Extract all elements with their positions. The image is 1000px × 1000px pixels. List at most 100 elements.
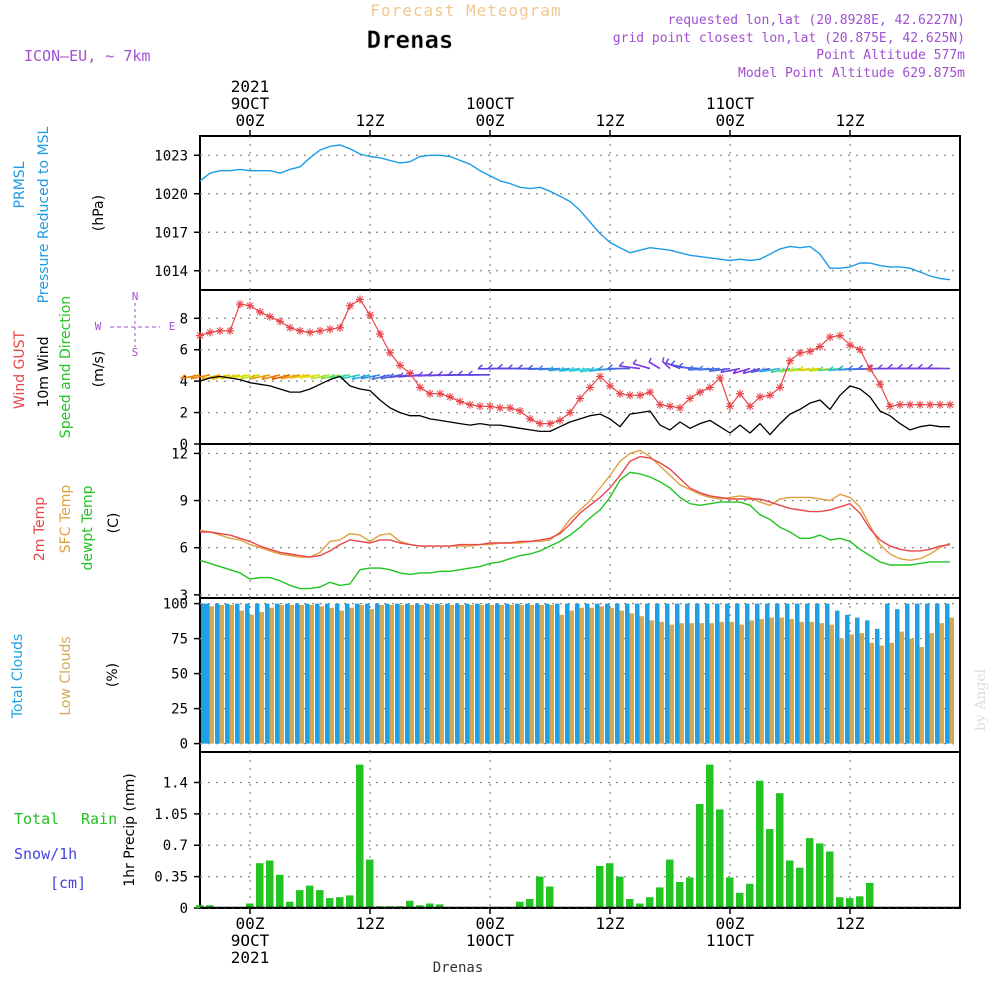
point-altitude: Point Altitude 577m [816, 48, 965, 63]
wind-barb-flag [477, 364, 483, 370]
label-total: Total [14, 810, 59, 828]
low-cloud-bar [799, 621, 804, 744]
total-cloud-bar [765, 603, 770, 744]
total-cloud-bar [295, 603, 300, 744]
gust-marker-d2 [926, 401, 934, 409]
gust-marker [436, 389, 444, 398]
total-cloud-bar [405, 603, 410, 744]
wind-barb-shaft [698, 367, 721, 371]
gust-marker [286, 323, 294, 332]
wind-barb [261, 374, 281, 381]
ytick-label: 6 [180, 343, 188, 359]
wind-barb-flag [329, 373, 335, 379]
wind-barb-shaft [538, 367, 561, 371]
ytick-label: 6 [180, 541, 188, 557]
wind-barb-flag [537, 365, 544, 371]
gust-marker [406, 369, 414, 378]
xtick-label-top: 00Z [236, 111, 265, 130]
low-cloud-bar [499, 605, 504, 744]
gust-marker-d2 [786, 357, 794, 365]
xtick-label-bottom: 12Z [356, 914, 385, 933]
gust-marker-d2 [766, 391, 774, 399]
wind-barb [240, 374, 261, 380]
gust-marker [906, 400, 914, 409]
gust-marker-d2 [476, 402, 484, 410]
low-cloud-bar [899, 631, 904, 744]
low-cloud-bar [689, 623, 694, 744]
wind-barb-shaft [310, 374, 331, 380]
low-cloud-bar [919, 647, 924, 744]
clouds-panel: 0 25 50 75 100 [163, 597, 961, 753]
xtick-label-bottom: 10OCT [466, 931, 515, 950]
label-1hr-precip: 1hr Precip (mm) [122, 773, 138, 886]
gust-marker-d2 [916, 401, 924, 409]
gust-marker [546, 419, 554, 428]
gust-marker-d2 [516, 407, 524, 415]
wind-panel: 0 2 4 6 8 N S W E [95, 289, 961, 453]
low-cloud-bar [709, 623, 714, 744]
gust-marker [866, 364, 874, 373]
label-speed-direction: Speed and Direction [58, 296, 74, 438]
gust-marker-d2 [946, 401, 954, 409]
gust-marker [476, 402, 484, 411]
wind-barb-shaft [201, 374, 221, 381]
total-cloud-bar [545, 603, 550, 744]
total-cloud-bar [575, 603, 580, 744]
label-low-clouds: Low Clouds [58, 636, 74, 715]
wind-barb-shaft [798, 367, 821, 372]
wind-barb-flag [351, 374, 357, 380]
gust-marker [696, 388, 704, 397]
gust-marker-d2 [886, 402, 894, 410]
ytick-label: 1020 [154, 187, 188, 203]
gust-marker [586, 383, 594, 392]
gust-marker [396, 361, 404, 370]
wind-barb-flag [759, 367, 765, 373]
total-cloud-bar [485, 603, 490, 744]
wind-barb [618, 361, 641, 370]
total-cloud-bar [775, 603, 780, 744]
total-cloud-bar [205, 603, 210, 744]
total-cloud-bar [715, 603, 720, 744]
rain-bar [286, 901, 294, 908]
low-cloud-bar [279, 605, 284, 744]
low-cloud-bar [469, 605, 474, 744]
wind-barb-flag [687, 365, 694, 371]
low-cloud-bar [269, 607, 274, 744]
gust-marker [816, 342, 824, 351]
rain-bar [426, 903, 434, 908]
gust-marker [446, 392, 454, 401]
total-cloud-bar [905, 603, 910, 744]
total-cloud-bar [245, 603, 250, 744]
low-cloud-bar [619, 610, 624, 744]
rain-bar [346, 895, 354, 908]
gust-marker-d2 [896, 401, 904, 409]
total-cloud-bar [845, 614, 850, 744]
low-cloud-bar [669, 624, 674, 744]
wind-barb [558, 366, 581, 372]
gust-marker [606, 381, 614, 390]
total-cloud-bar [805, 603, 810, 744]
wind-barb [360, 374, 381, 380]
ytick-label: 9 [180, 494, 188, 510]
low-cloud-bar [549, 605, 554, 744]
wind-barb-flag [597, 365, 604, 371]
rain-bar [366, 859, 374, 908]
gust-marker [806, 347, 814, 356]
gust-marker [556, 416, 564, 425]
gust-marker [296, 326, 304, 335]
total-cloud-bar [375, 603, 380, 744]
wind-barb-shaft [559, 367, 581, 372]
wind-barb-flag [750, 367, 756, 373]
gust-marker-d2 [856, 346, 864, 354]
low-cloud-bar [879, 645, 884, 744]
wind-barb-shaft [271, 374, 291, 381]
wind-barb [271, 374, 291, 381]
gust-marker [326, 325, 334, 334]
panel-frame [199, 443, 961, 599]
gust-marker [886, 402, 894, 411]
gust-marker-d2 [336, 324, 344, 332]
rain-bar [776, 793, 784, 908]
wind-barb-flag [229, 373, 235, 379]
